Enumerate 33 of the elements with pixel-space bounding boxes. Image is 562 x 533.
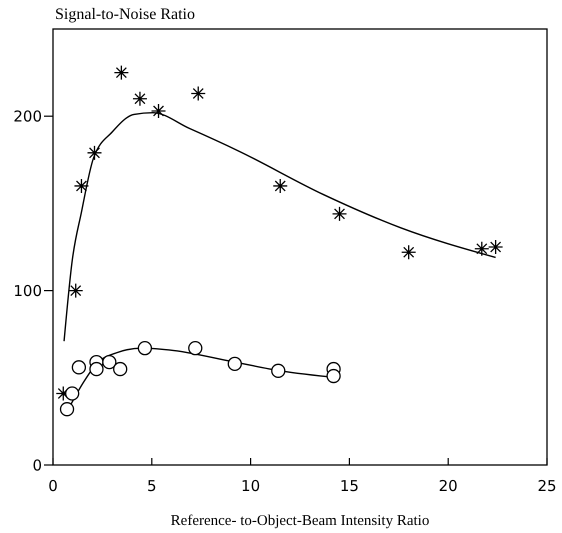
x-axis-title: Reference- to-Object-Beam Intensity Ratio [170,513,430,529]
point [60,402,74,416]
y-tick-label: 0 [32,456,42,474]
point [114,64,130,80]
x-tick-label: 10 [241,477,260,495]
point [401,244,416,260]
point [72,360,86,374]
point [68,282,84,298]
point [150,103,166,119]
x-tick-label: 15 [340,477,359,495]
point [488,239,504,255]
point [113,362,128,376]
point [474,241,490,256]
point [190,86,206,102]
y-tick-label: 200 [13,107,42,126]
x-tick-label: 5 [147,477,157,495]
x-tick-label: 0 [48,477,58,495]
x-tick-label: 25 [537,477,557,495]
point [272,178,288,194]
point [228,356,242,371]
point [65,386,80,401]
point [89,362,104,376]
point [138,341,152,356]
x-tick-label: 20 [438,477,458,495]
point [74,178,90,194]
point [188,341,202,356]
point [332,206,348,222]
point [132,91,148,106]
y-tick-label: 100 [13,282,42,300]
point [271,364,286,378]
point [86,145,102,160]
point [326,368,341,384]
y-axis-title: Signal-to-Noise Ratio [55,6,195,23]
